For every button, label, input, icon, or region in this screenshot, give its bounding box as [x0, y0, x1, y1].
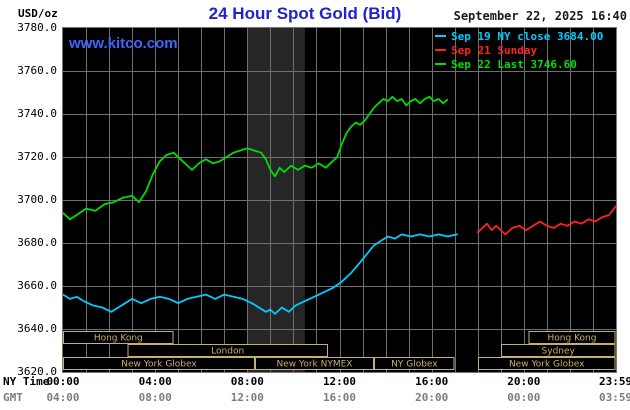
- session-box-rect: [500, 344, 616, 357]
- market-session-box: Hong Kong: [528, 331, 616, 344]
- y-axis-tick-label: 3620.0: [17, 365, 57, 378]
- x-axis-tick-label-ny: 00:00: [46, 375, 80, 388]
- y-axis-tick-label: 3760.0: [17, 64, 57, 77]
- chart-legend: Sep 19 NY close 3684.00 Sep 21 Sunday Sep …: [435, 29, 603, 71]
- session-box-rect: [477, 357, 616, 370]
- market-session-box: New York Globex: [63, 357, 255, 370]
- session-box-rect: [127, 344, 328, 357]
- x-axis-tick-label-gmt: 16:00: [322, 391, 357, 404]
- session-box-label: London: [211, 347, 244, 357]
- session-box-rect: [63, 357, 255, 370]
- legend-item: Sep 22 Last 3746.60: [435, 57, 603, 71]
- x-axis-tick-label-ny: 20:00: [507, 375, 541, 388]
- legend-label: Sep 21 Sunday: [451, 43, 538, 57]
- legend-line-swatch: [435, 49, 446, 51]
- page-title: 24 Hour Spot Gold (Bid): [208, 4, 402, 23]
- y-axis-tick-label: 3640.0: [17, 322, 57, 335]
- session-box-rect: [63, 331, 174, 344]
- y-axis-tick-label: 3700.0: [17, 193, 57, 206]
- market-session-box: New York NYMEX: [254, 357, 374, 370]
- y-axis-units-label: USD/oz: [18, 7, 58, 20]
- session-box-label: New York NYMEX: [277, 360, 353, 370]
- session-box-label: New York Globex: [509, 360, 585, 370]
- y-axis-tick-label: 3660.0: [17, 279, 57, 292]
- session-box-rect: [374, 357, 455, 370]
- y-axis-tick-label: 3720.0: [17, 150, 57, 163]
- x-axis-tick-label-ny: 12:00: [322, 375, 357, 388]
- x-axis-tick-label-gmt: 00:00: [507, 391, 541, 404]
- x-axis-tick-label-gmt: 04:00: [46, 391, 80, 404]
- session-box-rect: [528, 331, 616, 344]
- legend-label: Sep 22 Last 3746.60: [451, 57, 577, 71]
- series-line-sep19-ny-close: [63, 233, 458, 315]
- x-axis-tick-label-gmt: 12:00: [230, 391, 264, 404]
- series-line-sep21-sunday: [476, 205, 616, 236]
- market-session-box: Hong Kong: [63, 331, 174, 344]
- legend-label: Sep 19 NY close 3684.00: [451, 29, 604, 43]
- session-box-label: Hong Kong: [94, 334, 143, 344]
- x-axis-tick-label-ny: 16:00: [415, 375, 449, 388]
- session-box-label: NY Globex: [391, 360, 438, 370]
- market-session-box: London: [127, 344, 328, 357]
- chart-datetime: September 22, 2025 16:40: [453, 9, 627, 23]
- session-box-label: Sydney: [542, 347, 576, 357]
- x-axis-tick-label-ny: 23:59: [599, 375, 630, 388]
- legend-line-swatch: [435, 35, 446, 37]
- legend-item: Sep 21 Sunday: [435, 43, 603, 57]
- session-box-rect: [254, 357, 374, 370]
- plot-area: Hong Kong Hong Kong London Sydney New York G…: [62, 27, 617, 373]
- gold-price-chart-svg: Hong Kong Hong Kong London Sydney New York G…: [63, 28, 616, 372]
- market-session-box: NY Globex: [374, 357, 455, 370]
- ny-time-axis-label: NY Time: [3, 375, 50, 388]
- y-axis-tick-label: 3780.0: [17, 21, 57, 34]
- x-axis-tick-label-ny: 08:00: [230, 375, 264, 388]
- x-axis-tick-label-gmt: 03:59: [599, 391, 630, 404]
- y-axis-tick-label: 3680.0: [17, 236, 57, 249]
- x-axis-tick-label-gmt: 08:00: [138, 391, 172, 404]
- x-axis-tick-label-gmt: 20:00: [415, 391, 449, 404]
- market-session-box: New York Globex: [477, 357, 616, 370]
- gridlines: [63, 28, 616, 372]
- x-axis-tick-label-ny: 04:00: [138, 375, 172, 388]
- session-box-label: Hong Kong: [548, 334, 597, 344]
- legend-item: Sep 19 NY close 3684.00: [435, 29, 603, 43]
- y-axis-tick-label: 3740.0: [17, 107, 57, 120]
- session-box-label: New York Globex: [121, 360, 197, 370]
- gmt-axis-label: GMT: [3, 391, 23, 404]
- legend-line-swatch: [435, 63, 446, 65]
- kitco-watermark-link[interactable]: www.kitco.com: [69, 35, 178, 52]
- series-line-sep22-last: [63, 95, 449, 221]
- market-session-box: Sydney: [500, 344, 616, 357]
